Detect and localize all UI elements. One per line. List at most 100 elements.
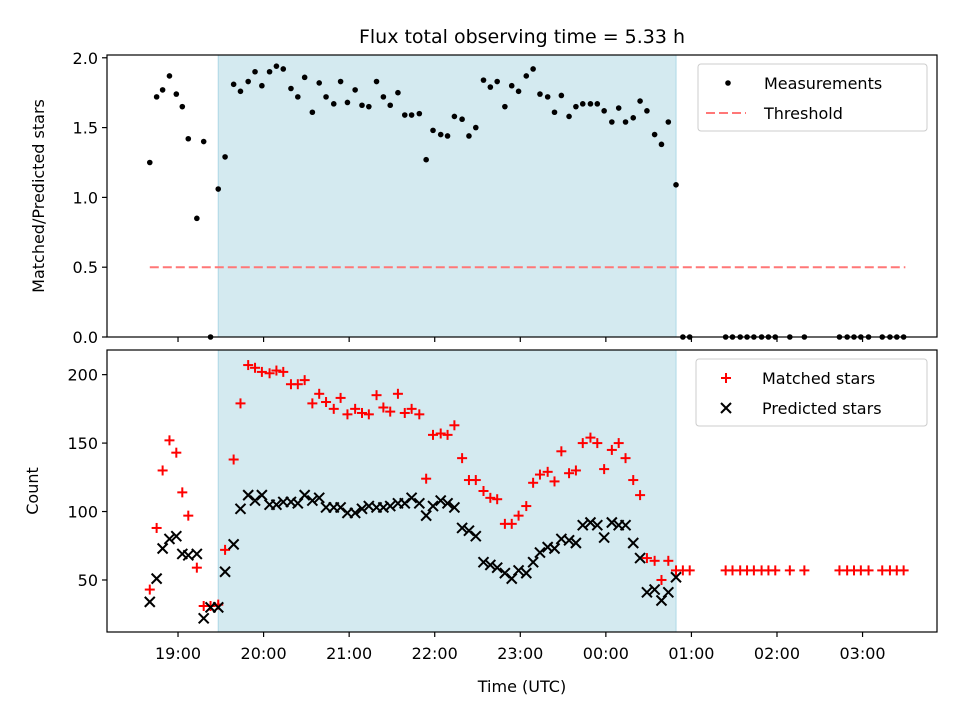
data-point: [670, 571, 682, 583]
data-point: [444, 133, 451, 139]
data-point: [599, 464, 610, 475]
data-point: [228, 454, 239, 465]
data-point: [230, 81, 237, 88]
data-point: [430, 127, 436, 134]
data-point: [266, 68, 273, 75]
data-point: [385, 406, 396, 417]
data-point: [637, 98, 643, 104]
data-point: [641, 553, 652, 564]
data-point: [587, 101, 594, 107]
observing-window-span: [218, 350, 677, 632]
data-point: [799, 565, 810, 576]
data-point: [613, 438, 624, 449]
data-point: [466, 133, 472, 139]
data-point: [656, 574, 667, 585]
data-point: [406, 403, 417, 414]
data-point-b: [491, 561, 503, 574]
y-tick-label: 0.5: [73, 258, 98, 277]
y-tick-label: 100: [67, 503, 98, 522]
data-point: [163, 533, 176, 545]
data-point: [344, 99, 351, 106]
data-point-b: [413, 497, 426, 510]
data-point: [472, 124, 479, 131]
data-point: [170, 530, 183, 542]
data-point-b: [242, 489, 254, 501]
data-point: [577, 519, 589, 531]
legend: Matched stars Predicted stars: [695, 358, 928, 427]
data-point: [183, 510, 194, 521]
data-point: [644, 108, 650, 114]
data-point-b: [349, 507, 361, 519]
data-point-b: [163, 533, 176, 545]
data-point: [222, 154, 228, 160]
data-point: [485, 492, 496, 503]
data-point-b: [634, 552, 646, 564]
data-point: [173, 91, 180, 97]
data-point: [270, 498, 283, 511]
data-point: [313, 492, 325, 504]
data-point: [684, 565, 695, 576]
data-point: [363, 409, 374, 420]
data-point: [537, 91, 543, 97]
data-point: [634, 552, 646, 564]
data-point-b: [591, 519, 604, 531]
data-point: [256, 489, 268, 501]
data-point: [197, 612, 210, 625]
data-point: [234, 503, 247, 515]
data-point-b: [641, 586, 653, 599]
data-point: [420, 509, 432, 522]
data-point: [387, 102, 394, 109]
data-point: [528, 477, 539, 488]
data-point-b: [156, 542, 169, 555]
data-point: [271, 365, 282, 376]
data-point-b: [334, 501, 347, 514]
data-point: [477, 556, 490, 568]
data-point: [414, 409, 425, 420]
data-point: [520, 567, 532, 579]
data-point: [770, 565, 781, 576]
data-point: [166, 73, 173, 79]
data-point: [245, 78, 251, 85]
data-point-b: [520, 567, 532, 579]
x-axis-label: Time (UTC): [477, 677, 566, 696]
data-point: [592, 438, 603, 449]
data-point: [570, 465, 581, 476]
legend-marker-b: [720, 402, 732, 414]
data-point-b: [606, 516, 618, 529]
data-point: [584, 516, 597, 529]
data-point: [663, 555, 674, 566]
data-point: [395, 89, 401, 96]
data-point: [416, 110, 423, 117]
data-point: [280, 66, 287, 72]
data-point-b: [441, 497, 454, 510]
y-axis-label: Count: [23, 467, 42, 515]
legend-label: Threshold: [763, 104, 843, 123]
data-point: [456, 522, 468, 534]
data-point: [259, 82, 265, 89]
data-point: [423, 156, 429, 163]
data-point: [662, 586, 675, 599]
data-point: [301, 74, 308, 81]
data-point-b: [150, 572, 163, 585]
data-point: [502, 103, 508, 110]
data-point: [441, 497, 454, 510]
data-point: [564, 468, 575, 479]
y-tick-label: 50: [78, 571, 98, 590]
data-point-b: [648, 583, 661, 596]
data-point: [506, 518, 517, 529]
data-point-b: [219, 566, 231, 578]
data-point: [598, 531, 610, 544]
data-point-b: [227, 538, 240, 551]
count-panel: 50 100 150 200 Count 19:00 20:00 21:00 22:00 23:0…: [23, 349, 938, 663]
data-point: [480, 77, 487, 83]
legend-box: [697, 63, 928, 132]
data-point: [606, 444, 617, 455]
data-point-b: [256, 489, 268, 501]
data-point-b: [548, 542, 561, 555]
data-point-b: [377, 501, 390, 514]
data-point: [548, 542, 561, 555]
data-point: [649, 555, 660, 566]
data-point: [144, 596, 156, 608]
data-point-b: [484, 559, 497, 571]
